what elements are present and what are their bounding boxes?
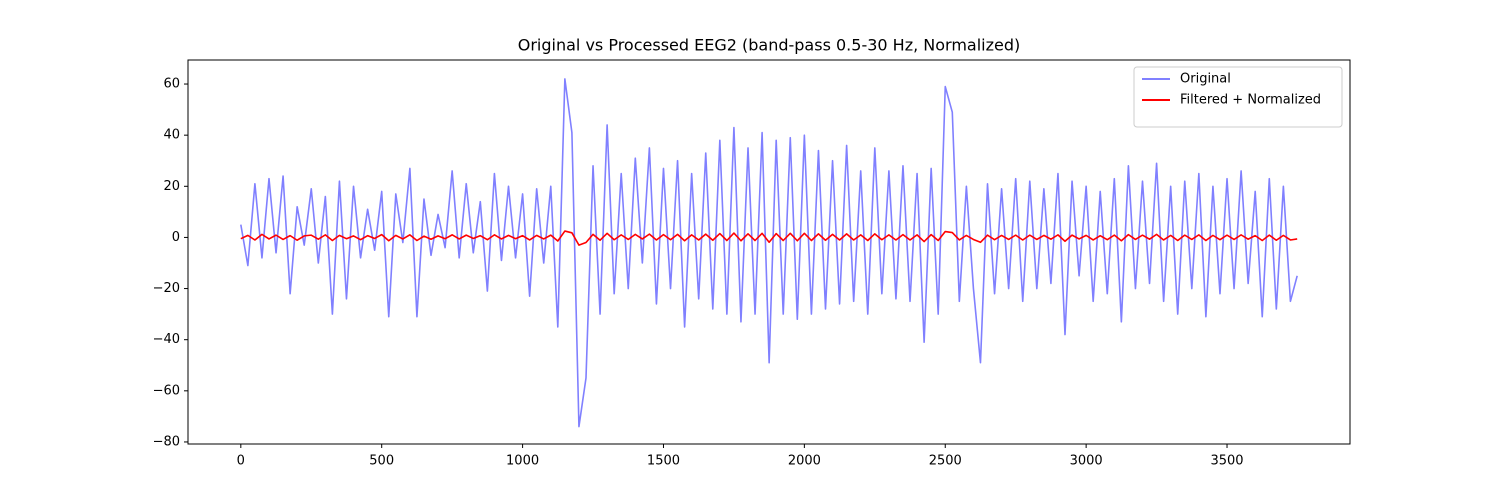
plot-area <box>240 78 1298 428</box>
y-tick-label: −20 <box>153 281 180 296</box>
y-tick-label: 60 <box>163 77 180 92</box>
series-line <box>240 78 1298 428</box>
x-tick-label: 500 <box>369 454 394 469</box>
legend-label: Original <box>1180 72 1231 87</box>
y-tick-label: −40 <box>153 332 180 347</box>
legend-label: Filtered + Normalized <box>1180 93 1321 108</box>
x-tick-label: 3000 <box>1070 454 1103 469</box>
chart-title: Original vs Processed EEG2 (band-pass 0.… <box>518 36 1020 55</box>
y-tick-label: 0 <box>172 230 180 245</box>
x-tick-label: 1000 <box>506 454 539 469</box>
x-tick-label: 0 <box>237 454 245 469</box>
x-tick-label: 2000 <box>788 454 821 469</box>
x-tick-label: 2500 <box>929 454 962 469</box>
x-tick-label: 1500 <box>647 454 680 469</box>
y-tick-label: −80 <box>153 434 180 449</box>
y-tick-label: −60 <box>153 383 180 398</box>
x-tick-label: 3500 <box>1210 454 1243 469</box>
series-line <box>240 230 1298 246</box>
y-tick-label: 40 <box>163 128 180 143</box>
legend-box <box>1133 66 1343 128</box>
y-tick-label: 20 <box>163 179 180 194</box>
axes-frame <box>187 59 1351 445</box>
